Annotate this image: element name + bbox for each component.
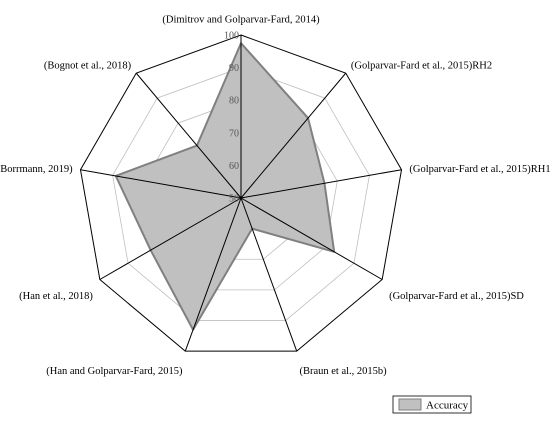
tick-label-70: 70 [229,128,239,139]
axis-spoke-1 [240,72,347,199]
axis-spoke-8 [135,72,242,199]
series-area-0 [114,42,336,331]
tick-label-60: 60 [229,161,239,172]
tick-label-90: 90 [229,63,239,74]
grid-ring-100 [79,34,403,352]
axis-spoke-3 [240,197,383,280]
grid-ring-90 [112,67,370,321]
category-label-2: (Golparvar-Fard et al., 2015)RH1 [409,164,550,175]
legend-label: Accuracy [426,400,469,412]
series-layer [114,42,336,331]
axis-spoke-2 [240,169,402,199]
category-label-1: (Golparvar-Fard et al., 2015)RH2 [351,61,492,72]
category-label-4: (Braun et al., 2015b) [299,366,387,377]
axis-spoke-7 [80,169,242,199]
category-label-5: (Han and Golparvar-Fard, 2015) [46,366,183,377]
category-label-8: (Bognot et al., 2018) [44,61,132,72]
tick-labels: 50 60 70 80 90 100 [224,31,239,205]
axis-spokes [80,35,402,352]
axis-spoke-4 [240,197,298,352]
legend: Accuracy [392,395,472,414]
tick-label-100: 100 [224,31,239,42]
legend-swatch [398,398,422,411]
axis-spoke-5 [184,197,242,352]
axis-spoke-6 [99,197,242,280]
tick-label-80: 80 [229,96,239,107]
grid-ring-80 [144,99,338,291]
category-label-0: (Dimitrov and Golparvar-Fard, 2014) [162,15,320,26]
category-label-3: (Golparvar-Fard et al., 2015)SD [389,291,524,302]
category-labels: (Dimitrov and Golparvar-Fard, 2014) (Golp… [0,15,550,378]
category-label-7: (Braun and Borrmann, 2019) [0,164,73,175]
tick-label-50: 50 [229,194,239,205]
category-label-6: (Han et al., 2018) [19,291,93,302]
